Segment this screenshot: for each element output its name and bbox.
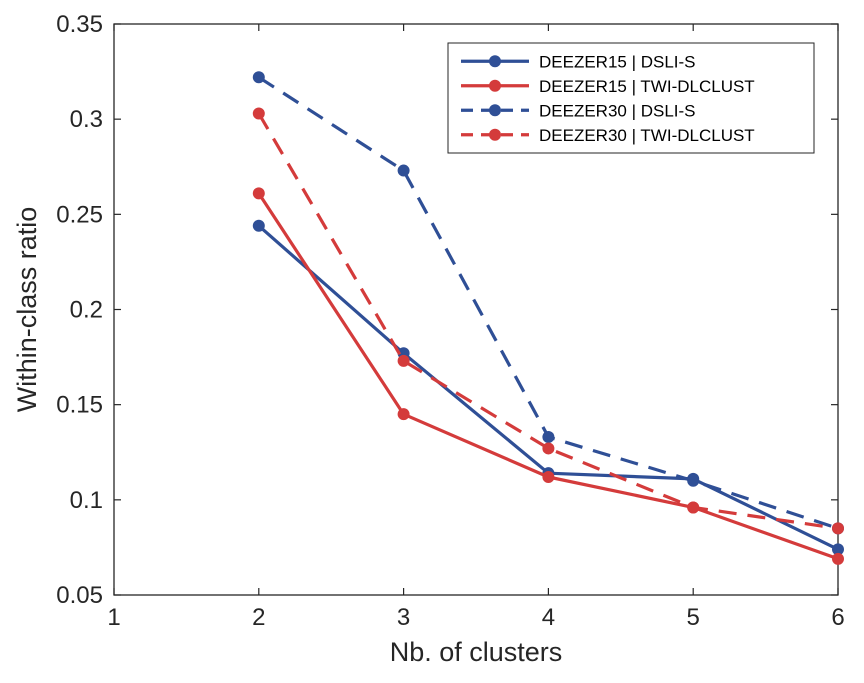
data-point: [832, 543, 844, 556]
data-point: [397, 164, 410, 177]
y-tick-label: 0.3: [70, 106, 103, 133]
series-line: [257, 192, 839, 561]
legend-swatch-marker: [489, 104, 501, 117]
legend-label: DEEZER30 | DSLI-S: [539, 101, 696, 120]
x-tick-label: 5: [687, 604, 700, 631]
legend: DEEZER15 | DSLI-S DEEZER15 | TWI-DLCLUST D…: [447, 42, 815, 154]
data-point: [252, 219, 265, 232]
series-1: [252, 219, 844, 556]
series-4: [252, 107, 844, 535]
x-tick-label: 3: [397, 604, 410, 631]
legend-label: DEEZER15 | TWI-DLCLUST: [539, 77, 755, 96]
x-tick-label: 6: [831, 604, 844, 631]
series-3: [252, 71, 844, 535]
x-tick-label: 1: [107, 604, 120, 631]
y-tick-label: 0.15: [56, 392, 103, 419]
series-line: [257, 224, 839, 551]
x-axis-title: Nb. of clusters: [390, 637, 563, 667]
y-tick-label: 0.2: [70, 297, 103, 324]
data-point: [832, 522, 844, 535]
y-tick-label: 0.1: [70, 487, 103, 514]
data-point: [542, 442, 555, 455]
data-point: [252, 107, 265, 120]
series-layer: [252, 71, 844, 565]
series-line: [257, 112, 839, 530]
data-point: [687, 501, 700, 514]
legend-label: DEEZER30 | TWI-DLCLUST: [539, 126, 755, 145]
y-axis-title: Within-class ratio: [12, 207, 42, 413]
x-tick-label: 2: [252, 604, 265, 631]
axes: 1 2 3 4 5 6 0.05 0.1 0.15 0.2 0.25 0.3 0.35: [56, 11, 844, 631]
y-tick-label: 0.25: [56, 201, 103, 228]
data-point: [832, 552, 844, 565]
y-tick-label: 0.05: [56, 582, 103, 609]
data-point: [397, 408, 410, 421]
data-point: [252, 71, 265, 84]
legend-swatch-marker: [489, 128, 501, 141]
legend-label: DEEZER15 | DSLI-S: [539, 52, 696, 71]
data-point: [252, 187, 265, 200]
data-point: [687, 474, 700, 487]
x-tick-label: 4: [542, 604, 555, 631]
data-point: [542, 431, 555, 444]
legend-swatch-marker: [489, 55, 501, 68]
data-point: [397, 354, 410, 367]
data-point: [542, 470, 555, 483]
y-tick-label: 0.35: [56, 11, 103, 38]
legend-swatch-marker: [489, 79, 501, 92]
